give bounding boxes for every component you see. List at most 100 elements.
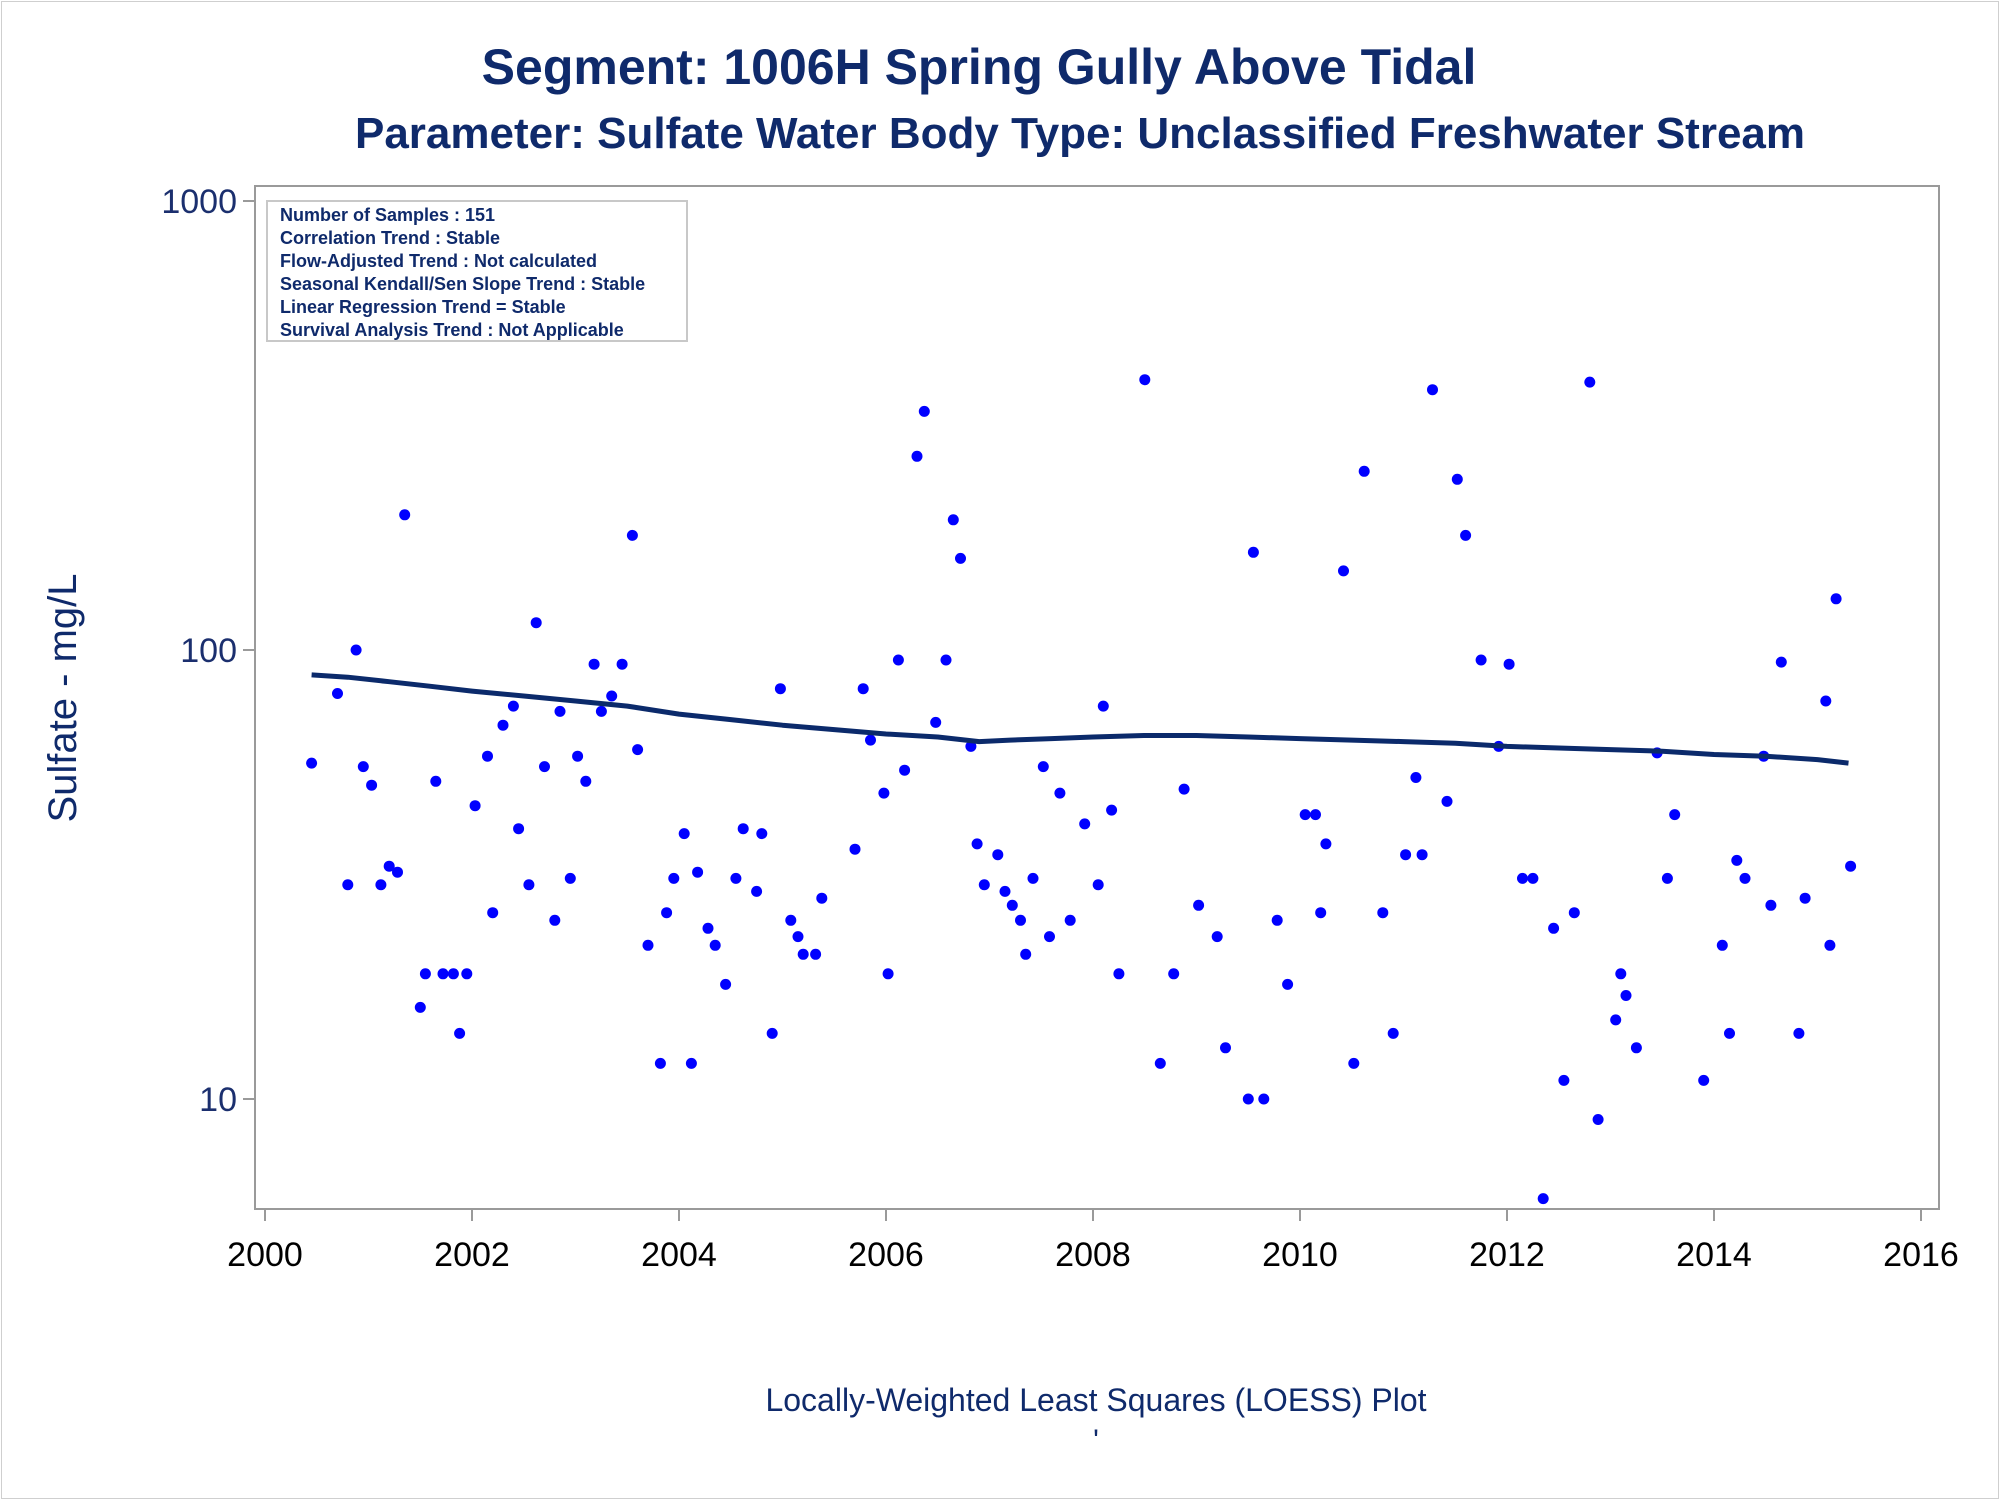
data-point-7 — [357, 761, 369, 773]
data-point-122 — [1503, 658, 1515, 670]
data-point-45 — [685, 1057, 697, 1069]
data-point-150 — [1830, 593, 1842, 605]
data-point-49 — [720, 978, 732, 990]
data-point-33 — [580, 775, 592, 787]
data-point-78 — [999, 885, 1011, 897]
chart-subtitle: Parameter: Sulfate Water Body Type: Uncl… — [355, 109, 1805, 158]
data-point-52 — [751, 885, 763, 897]
data-point-117 — [1441, 795, 1453, 807]
data-point-25 — [513, 823, 525, 835]
data-point-54 — [766, 1027, 778, 1039]
scatter-points — [306, 279, 1857, 1205]
data-point-103 — [1282, 978, 1294, 990]
data-point-88 — [1092, 879, 1104, 891]
data-point-87 — [1079, 818, 1091, 830]
x-tick-label-2008: 2008 — [1055, 1236, 1131, 1274]
x-tick-label-2000: 2000 — [227, 1236, 303, 1274]
data-point-104 — [1299, 809, 1311, 821]
data-point-28 — [539, 761, 550, 773]
info-box: Number of Samples : 151 Correlation Tren… — [266, 200, 688, 342]
data-point-110 — [1358, 465, 1370, 477]
data-point-24 — [507, 700, 519, 712]
x-tick-label-2004: 2004 — [641, 1236, 717, 1274]
data-point-147 — [1799, 892, 1811, 904]
data-point-12 — [399, 509, 411, 521]
x-tick-label-2006: 2006 — [848, 1236, 924, 1274]
data-point-35 — [595, 705, 607, 717]
data-point-137 — [1669, 809, 1681, 821]
y-axis-label: Sulfate - mg/L — [41, 573, 85, 822]
data-point-82 — [1027, 872, 1039, 884]
data-point-138 — [1698, 1074, 1710, 1086]
data-point-65 — [882, 968, 894, 980]
data-point-13 — [414, 1001, 426, 1013]
data-point-96 — [1193, 899, 1205, 911]
data-point-102 — [1271, 914, 1283, 926]
data-point-77 — [992, 849, 1004, 861]
data-point-39 — [632, 744, 644, 756]
data-point-14 — [419, 968, 431, 980]
data-point-146 — [1793, 1027, 1805, 1039]
data-point-10 — [383, 860, 395, 872]
data-point-94 — [1168, 968, 1180, 980]
data-point-134 — [1630, 1042, 1642, 1054]
data-point-67 — [899, 764, 911, 776]
data-point-18 — [454, 1027, 466, 1039]
data-point-62 — [857, 683, 869, 695]
data-point-105 — [1310, 809, 1321, 821]
data-point-75 — [971, 838, 983, 850]
data-point-124 — [1527, 872, 1539, 884]
data-point-73 — [955, 552, 966, 564]
data-point-47 — [702, 922, 714, 934]
data-point-5 — [342, 879, 354, 891]
info-line-survival-analysis: Survival Analysis Trend : Not Applicable — [280, 320, 624, 340]
x-tick-label-2010: 2010 — [1262, 1236, 1338, 1274]
info-line-linear-regression: Linear Regression Trend = Stable — [280, 297, 566, 317]
data-point-149 — [1824, 939, 1836, 951]
loess-line — [311, 672, 1849, 766]
x-tick-label-2012: 2012 — [1469, 1236, 1545, 1274]
data-point-85 — [1054, 787, 1066, 799]
data-point-41 — [654, 1057, 666, 1069]
data-point-92 — [1139, 374, 1151, 386]
data-point-119 — [1460, 529, 1472, 541]
data-point-26 — [523, 879, 535, 891]
data-point-132 — [1615, 968, 1627, 980]
info-box-frame — [266, 200, 688, 342]
data-point-101 — [1258, 1093, 1270, 1105]
x-tick-label-2002: 2002 — [434, 1236, 510, 1274]
data-point-71 — [940, 654, 952, 666]
data-point-125 — [1537, 1193, 1549, 1205]
data-point-1 — [306, 757, 318, 769]
data-point-130 — [1592, 1114, 1604, 1125]
data-point-126 — [1548, 922, 1560, 934]
data-point-81 — [1020, 948, 1032, 960]
data-point-27 — [530, 617, 542, 629]
data-point-58 — [797, 948, 809, 960]
data-point-112 — [1387, 1027, 1399, 1039]
data-point-37 — [616, 658, 628, 670]
data-point-133 — [1620, 990, 1632, 1001]
data-point-90 — [1106, 804, 1118, 816]
data-point-120 — [1475, 654, 1487, 666]
data-point-29 — [549, 914, 561, 926]
data-point-44 — [678, 828, 690, 840]
data-point-46 — [692, 866, 704, 878]
y-tick-label-1000: 1000 — [161, 183, 237, 221]
info-line-seasonal-kendall: Seasonal Kendall/Sen Slope Trend : Stabl… — [280, 274, 645, 294]
data-point-131 — [1610, 1014, 1622, 1026]
data-point-100 — [1247, 546, 1259, 558]
data-point-141 — [1731, 854, 1743, 866]
data-point-148 — [1820, 695, 1832, 707]
data-point-93 — [1154, 1057, 1166, 1069]
data-point-142 — [1739, 872, 1751, 884]
data-point-144 — [1765, 899, 1777, 911]
data-point-61 — [849, 843, 861, 855]
data-point-106 — [1315, 907, 1327, 919]
data-point-19 — [461, 968, 473, 980]
data-point-111 — [1377, 907, 1389, 919]
data-point-68 — [911, 450, 923, 462]
data-point-84 — [1044, 931, 1055, 943]
data-point-69 — [918, 405, 930, 417]
